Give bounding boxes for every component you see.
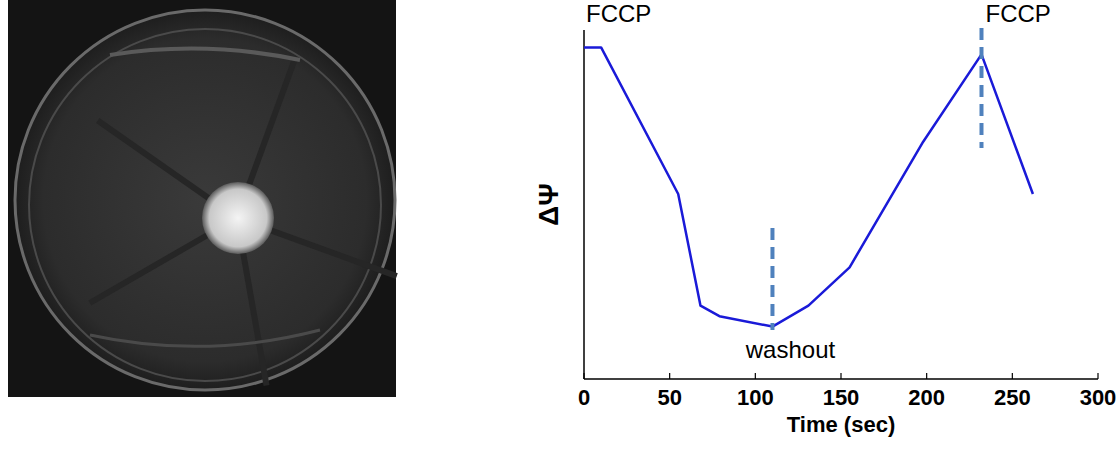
x-axis-title: Time (sec): [787, 412, 895, 437]
annotation-marker: [979, 28, 983, 148]
x-tick: [1012, 373, 1013, 379]
image-background: [8, 0, 396, 397]
micrograph: [8, 0, 397, 397]
y-axis: [583, 30, 585, 379]
y-axis-title: ΔΨ: [533, 183, 564, 226]
bright-spot: [202, 182, 274, 254]
annotation-marker: [770, 228, 774, 330]
annotation: FCCP: [586, 0, 651, 27]
x-tick-label: 250: [994, 385, 1031, 410]
x-tick: [669, 373, 670, 379]
x-tick-label: 0: [578, 385, 590, 410]
delta-psi-line: [584, 47, 1033, 326]
annotation: FCCP: [985, 0, 1050, 27]
plot-area: [584, 47, 1033, 326]
x-tick-label: 100: [737, 385, 774, 410]
x-tick: [1097, 373, 1098, 379]
x-tick: [926, 373, 927, 379]
x-tick-label: 150: [823, 385, 860, 410]
x-tick-label: 200: [908, 385, 945, 410]
x-tick: [840, 373, 841, 379]
dish-feature: [90, 330, 320, 346]
dish-feature: [110, 49, 300, 60]
figure: 0 50 100 150 200 250 300 Time (sec) ΔΨ FCCP washou…: [0, 0, 1119, 454]
dish-rim: [15, 10, 395, 390]
dish-inner-rim: [29, 29, 381, 381]
annotation: washout: [745, 336, 836, 363]
x-tick: [755, 373, 756, 379]
x-tick: [583, 373, 584, 379]
x-tick-label: 50: [657, 385, 681, 410]
x-tick-label: 300: [1080, 385, 1117, 410]
